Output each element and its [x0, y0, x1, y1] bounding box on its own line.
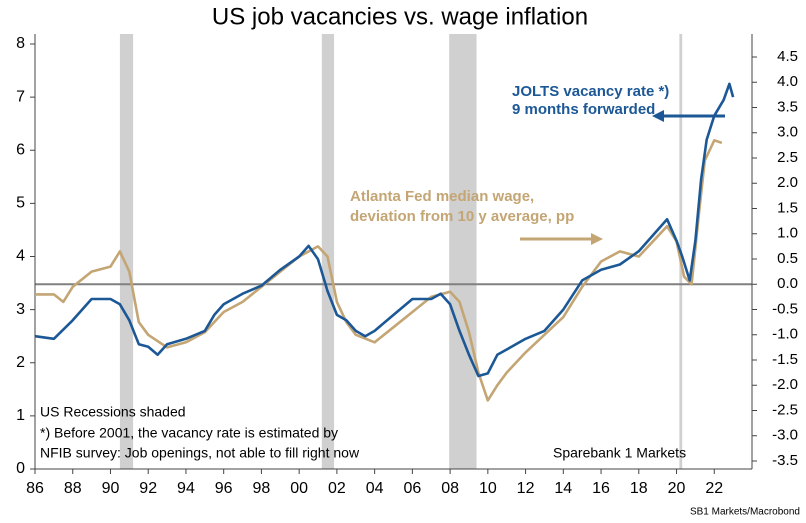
y-tick-label: 2 — [16, 354, 25, 371]
x-tick-label: 06 — [403, 480, 421, 497]
annotation: JOLTS vacancy rate *) — [512, 83, 669, 100]
x-tick-label: 88 — [64, 480, 82, 497]
x-tick-label: 00 — [290, 480, 308, 497]
source: SB1 Markets/Macrobond — [690, 507, 800, 518]
recession-band — [321, 34, 335, 469]
x-tick-label: 16 — [592, 480, 610, 497]
y-tick-label: 6 — [16, 141, 25, 158]
x-tick-label: 22 — [705, 480, 723, 497]
y2-tick-label: 2.5 — [777, 149, 798, 166]
x-tick-label: 04 — [366, 480, 384, 497]
x-tick-label: 94 — [177, 480, 195, 497]
x-tick-label: 92 — [139, 480, 157, 497]
y2-tick-label: -2.5 — [772, 401, 798, 418]
x-tick-label: 96 — [215, 480, 233, 497]
arrow-head — [591, 233, 603, 245]
y2-tick-label: 1.0 — [777, 225, 798, 242]
y2-tick-label: 4.0 — [777, 73, 798, 90]
y2-tick-label: 2.0 — [777, 174, 798, 191]
note: US Recessions shaded — [40, 404, 186, 420]
x-tick-label: 14 — [554, 480, 572, 497]
y2-tick-label: 4.5 — [777, 48, 798, 65]
y2-tick-label: 3.0 — [777, 124, 798, 141]
note: *) Before 2001, the vacancy rate is esti… — [40, 425, 338, 441]
x-tick-label: 12 — [517, 480, 535, 497]
y-tick-label: 8 — [16, 35, 25, 52]
annotation: deviation from 10 y average, pp — [350, 208, 574, 225]
y2-tick-label: -0.5 — [772, 300, 798, 317]
x-tick-label: 86 — [26, 480, 44, 497]
chart-title: US job vacancies vs. wage inflation — [212, 3, 588, 30]
y-tick-label: 1 — [16, 407, 25, 424]
x-tick-label: 18 — [630, 480, 648, 497]
y-tick-label: 3 — [16, 301, 25, 318]
y-tick-label: 7 — [16, 88, 25, 105]
brand: Sparebank 1 Markets — [553, 445, 686, 461]
x-tick-label: 20 — [668, 480, 686, 497]
note: NFIB survey: Job openings, not able to f… — [40, 445, 360, 461]
y2-tick-label: -3.0 — [772, 427, 798, 444]
y2-tick-label: -1.0 — [772, 326, 798, 343]
x-tick-label: 90 — [102, 480, 120, 497]
y2-tick-label: -1.5 — [772, 351, 798, 368]
y2-tick-label: 1.5 — [777, 199, 798, 216]
arrow-head — [652, 110, 664, 122]
y2-tick-label: -2.0 — [772, 376, 798, 393]
y-tick-label: 5 — [16, 195, 25, 212]
y2-tick-label: 0.5 — [777, 250, 798, 267]
x-tick-label: 08 — [441, 480, 459, 497]
recession-band — [449, 34, 477, 469]
annotation: Atlanta Fed median wage, — [350, 188, 534, 205]
y2-tick-label: -3.5 — [772, 452, 798, 469]
x-tick-label: 02 — [328, 480, 346, 497]
x-tick-label: 98 — [253, 480, 271, 497]
y2-tick-label: 3.5 — [777, 98, 798, 115]
y-tick-label: 0 — [16, 460, 25, 477]
recession-band — [119, 34, 134, 469]
y-tick-label: 4 — [16, 248, 25, 265]
x-tick-label: 10 — [479, 480, 497, 497]
annotation: 9 months forwarded — [512, 101, 655, 118]
series-line — [35, 139, 723, 402]
series-line — [34, 82, 735, 378]
y2-tick-label: 0.0 — [777, 275, 798, 292]
